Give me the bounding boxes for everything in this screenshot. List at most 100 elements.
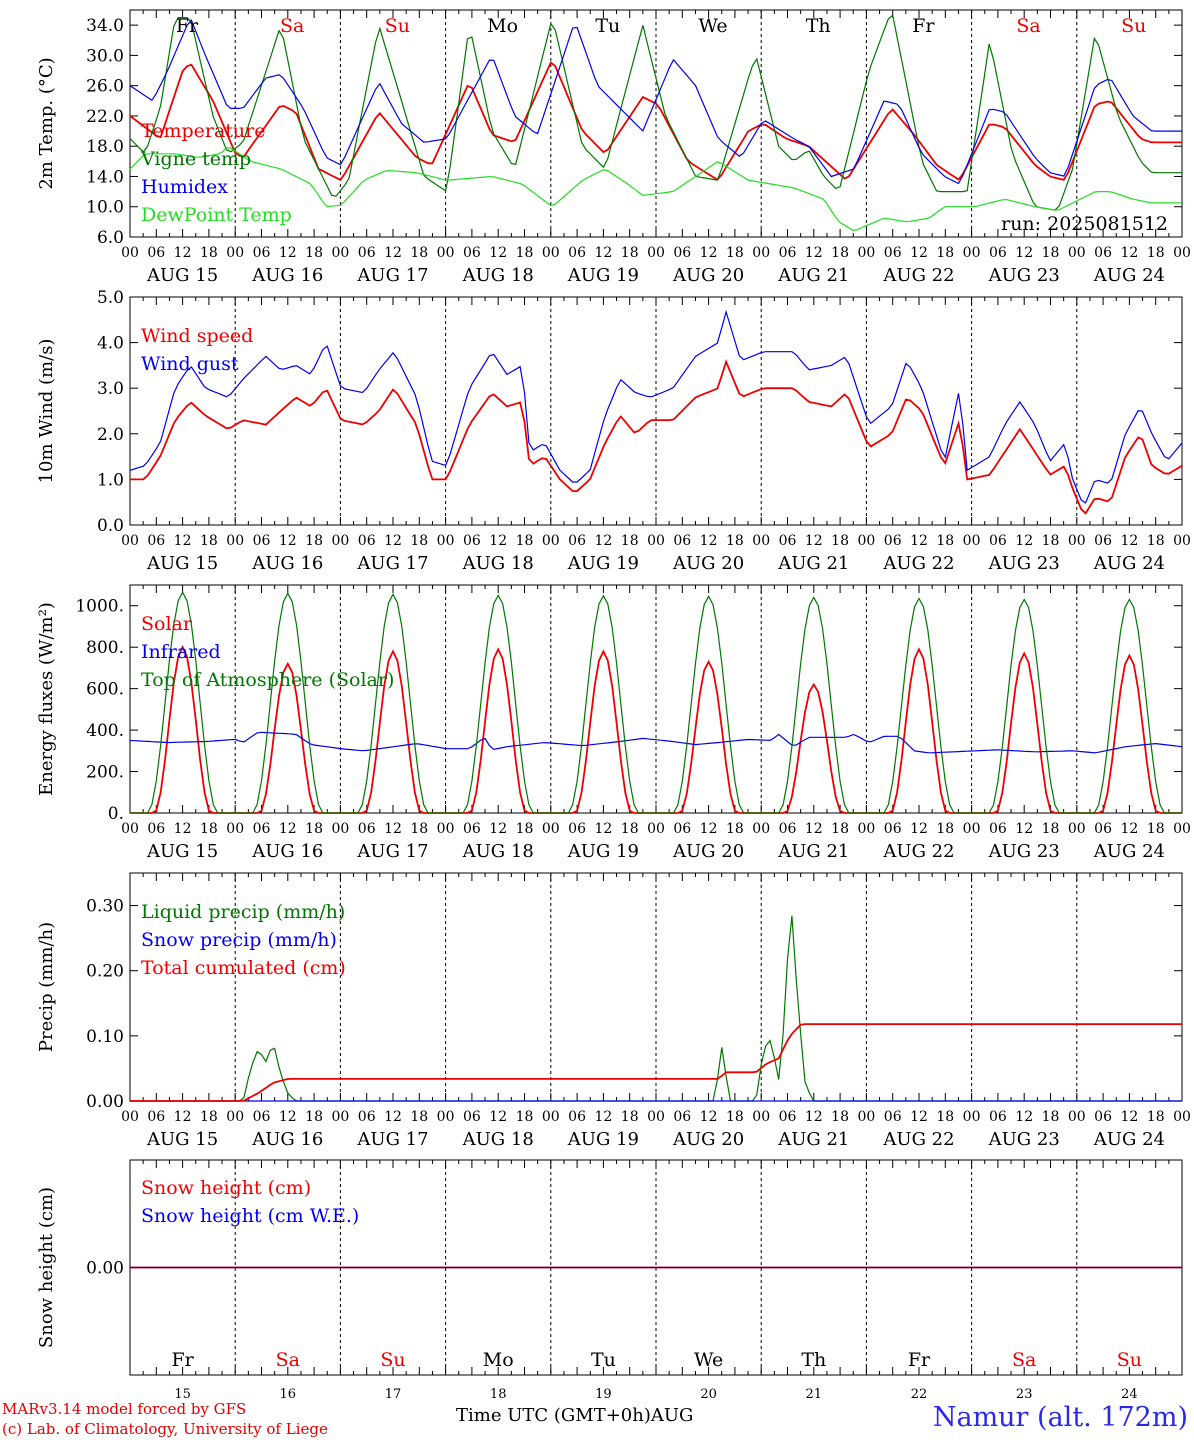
x-date-label: AUG 24 [1093, 1129, 1165, 1150]
x-hour-label: 12 [1120, 821, 1138, 837]
x-hour-label: 12 [805, 821, 823, 837]
day-label: We [698, 15, 727, 37]
x-hour-label: 06 [147, 821, 165, 837]
y-tick-label: 6.0 [97, 228, 124, 248]
x-hour-label: 12 [489, 1109, 507, 1125]
x-hour-label: 06 [989, 1109, 1007, 1125]
y-tick-label: 0.00 [86, 1092, 124, 1112]
x-hour-label: 00 [647, 533, 665, 549]
y-tick-label: 2.0 [97, 425, 124, 445]
x-hour-label: 06 [989, 821, 1007, 837]
x-hour-label: 18 [936, 245, 954, 261]
x-hour-label: 18 [1042, 821, 1060, 837]
x-hour-label: 06 [779, 821, 797, 837]
day-number: 20 [700, 1387, 717, 1402]
x-date-label: AUG 22 [882, 1129, 954, 1150]
x-hour-label: 18 [936, 821, 954, 837]
x-hour-label: 06 [673, 533, 691, 549]
x-date-label: AUG 21 [777, 553, 849, 574]
x-date-label: AUG 20 [672, 265, 744, 286]
copyright-credit: (c) Lab. of Climatology, University of L… [2, 1420, 328, 1438]
x-hour-label: 18 [410, 245, 428, 261]
x-hour-label: 12 [594, 533, 612, 549]
y-tick-label: 200. [86, 763, 124, 783]
x-hour-label: 00 [752, 821, 770, 837]
x-hour-label: 00 [331, 821, 349, 837]
x-hour-label: 18 [1042, 533, 1060, 549]
legend-entry: Wind gust [141, 353, 239, 375]
day-number: 18 [490, 1387, 507, 1402]
x-hour-label: 12 [1015, 821, 1033, 837]
x-hour-label: 00 [121, 821, 139, 837]
day-label: Sa [276, 1349, 300, 1371]
legend-entry: Snow precip (mm/h) [141, 929, 337, 951]
x-hour-label: 00 [437, 245, 455, 261]
x-hour-label: 12 [489, 821, 507, 837]
y-axis-label: Snow height (cm) [36, 1187, 57, 1348]
x-hour-label: 18 [200, 1109, 218, 1125]
series-line [130, 1023, 1182, 1102]
x-hour-label: 12 [700, 245, 718, 261]
y-tick-label: 0.20 [86, 962, 124, 982]
x-hour-label: 12 [805, 533, 823, 549]
x-hour-label: 06 [779, 245, 797, 261]
x-date-label: AUG 16 [251, 841, 323, 862]
day-label: Th [801, 1349, 826, 1371]
x-date-label: AUG 23 [988, 553, 1060, 574]
series-line [129, 14, 1182, 211]
x-date-label: AUG 18 [462, 553, 534, 574]
x-hour-label: 00 [437, 1109, 455, 1125]
x-hour-label: 18 [1147, 1109, 1165, 1125]
y-tick-label: 5.0 [97, 288, 124, 308]
legend-entry: Snow height (cm W.E.) [141, 1205, 359, 1227]
x-hour-label: 00 [542, 821, 560, 837]
x-hour-label: 00 [752, 245, 770, 261]
x-hour-label: 06 [358, 821, 376, 837]
x-hour-label: 06 [463, 821, 481, 837]
x-date-label: AUG 15 [146, 265, 218, 286]
day-number: 24 [1121, 1387, 1138, 1402]
x-hour-label: 00 [1068, 533, 1086, 549]
x-hour-label: 12 [910, 533, 928, 549]
x-hour-label: 12 [1015, 533, 1033, 549]
day-number: 22 [911, 1387, 928, 1402]
x-hour-label: 06 [358, 1109, 376, 1125]
x-hour-label: 06 [884, 533, 902, 549]
x-hour-label: 06 [463, 245, 481, 261]
x-hour-label: 00 [963, 245, 981, 261]
x-hour-label: 12 [805, 245, 823, 261]
x-hour-label: 18 [305, 533, 323, 549]
day-number: 21 [806, 1387, 823, 1402]
series-line [129, 147, 1182, 232]
x-hour-label: 00 [857, 533, 875, 549]
x-hour-label: 06 [147, 245, 165, 261]
x-hour-label: 06 [884, 1109, 902, 1125]
y-axis-label: 2m Temp. (°C) [36, 57, 57, 189]
day-label: Tu [591, 1349, 616, 1371]
legend-entry: Total cumulated (cm) [141, 957, 346, 979]
y-tick-label: 4.0 [97, 334, 124, 354]
x-hour-label: 18 [410, 821, 428, 837]
x-hour-label: 18 [726, 821, 744, 837]
month-label: AUG [650, 1405, 694, 1426]
day-label: Su [1121, 15, 1146, 37]
x-hour-label: 06 [989, 245, 1007, 261]
x-hour-label: 00 [752, 533, 770, 549]
x-hour-label: 00 [226, 1109, 244, 1125]
day-label: Su [385, 15, 410, 37]
series-line [129, 731, 1183, 754]
x-hour-label: 00 [647, 1109, 665, 1125]
x-hour-label: 18 [1147, 533, 1165, 549]
x-date-label: AUG 19 [567, 265, 639, 286]
x-hour-label: 06 [568, 245, 586, 261]
x-hour-label: 06 [1094, 245, 1112, 261]
x-hour-label: 12 [594, 1109, 612, 1125]
legend-entry: Infrared [141, 641, 221, 663]
day-label: Su [380, 1349, 405, 1371]
x-hour-label: 12 [805, 1109, 823, 1125]
x-date-label: AUG 22 [882, 265, 954, 286]
x-hour-label: 06 [673, 821, 691, 837]
y-tick-label: 30.0 [86, 46, 124, 66]
x-hour-label: 06 [1094, 533, 1112, 549]
